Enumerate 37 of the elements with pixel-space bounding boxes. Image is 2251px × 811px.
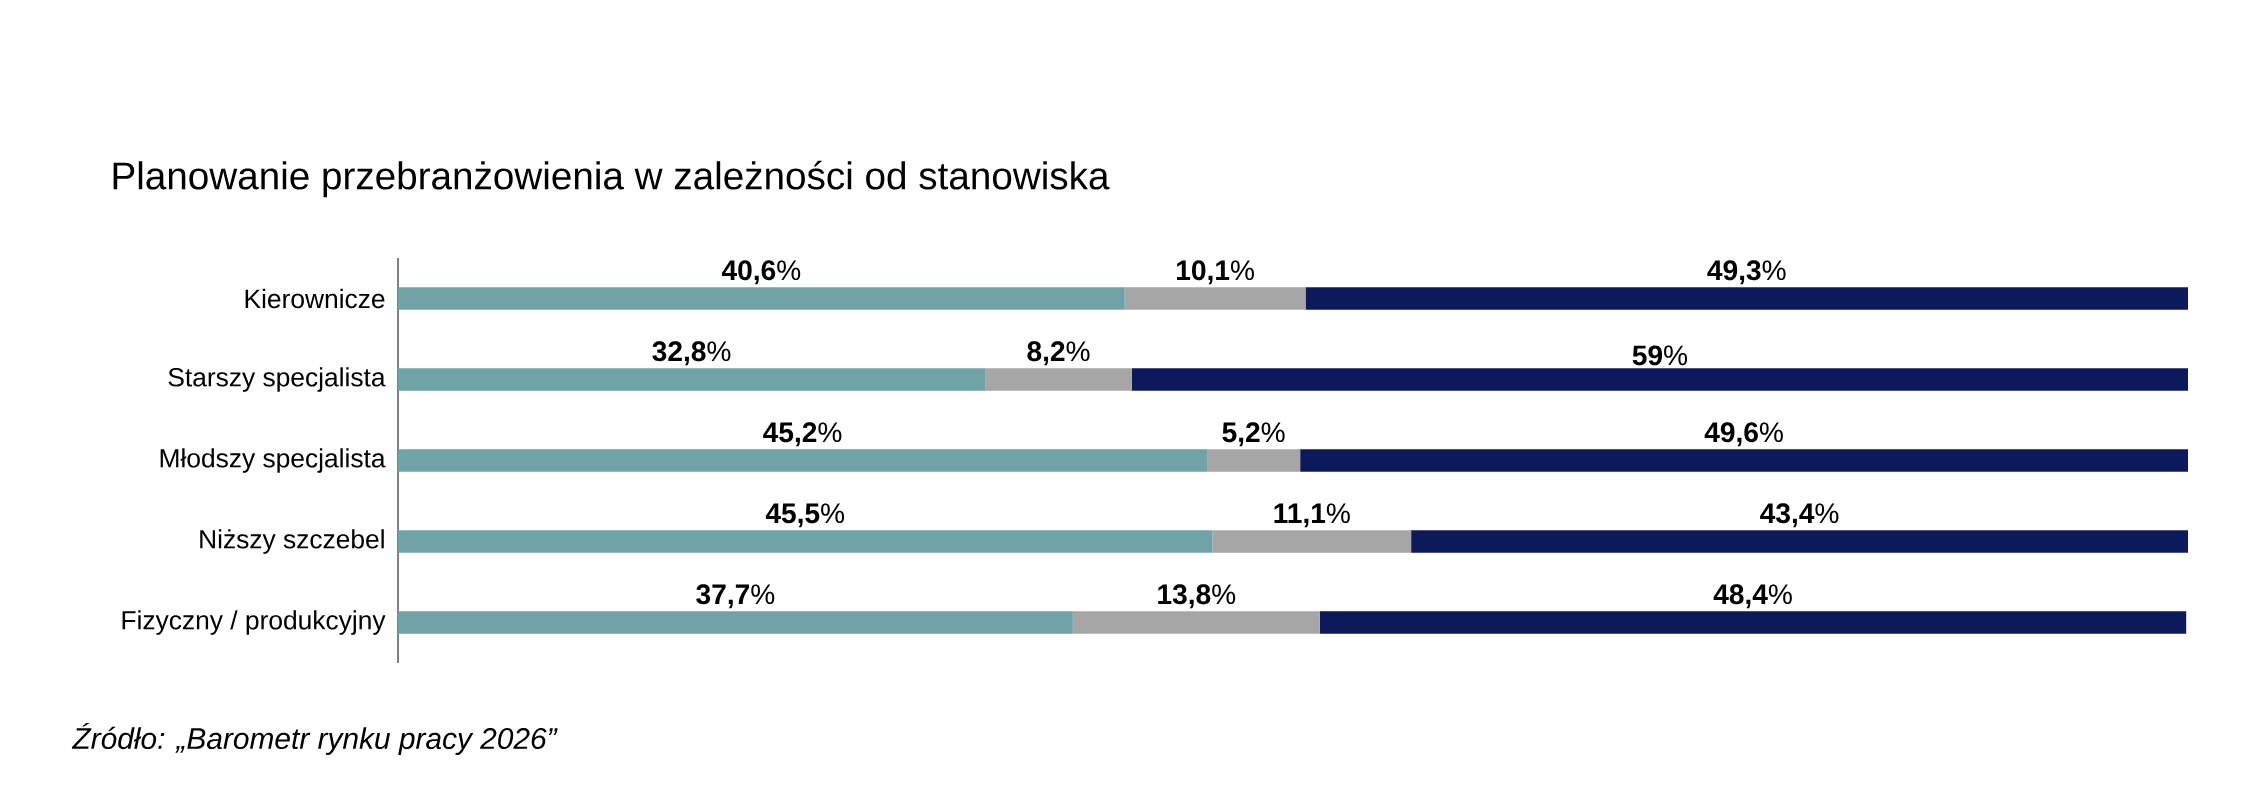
text: Źródło: „Barometr rynku pracy 2026” — [71, 722, 558, 756]
bar — [398, 287, 1125, 310]
bar — [1072, 611, 1320, 634]
data-label: 45,2% — [763, 422, 842, 447]
data-label: 48,4% — [1713, 584, 1792, 609]
y-tick-label: Fizyczny / produkcyjny — [122, 610, 386, 635]
chart-title: Planowanie przebranżowienia w zależności od stanowiska — [113, 160, 1110, 198]
data-label: 43,4% — [1760, 503, 1839, 528]
data-label: 45,5% — [765, 503, 845, 528]
data-label: 32,8% — [652, 341, 731, 366]
bar — [985, 368, 1132, 391]
data-label: 59% — [1632, 345, 1688, 366]
bar — [1212, 530, 1412, 553]
data-label: 37,7% — [696, 584, 775, 609]
data-label: 13,8% — [1158, 584, 1236, 609]
bar — [1319, 611, 2187, 634]
data-label: 11,1% — [1274, 503, 1350, 528]
bar — [398, 368, 986, 391]
y-tick-label: Młodszy specjalista — [160, 448, 386, 473]
y-tick-label: Niższy szczebel — [200, 529, 384, 554]
bar — [398, 611, 1073, 634]
bar — [1411, 530, 2188, 553]
bar — [1131, 368, 2188, 391]
y-tick-label: Kierownicze — [245, 288, 385, 309]
bar — [1305, 287, 2188, 310]
bar — [1124, 287, 1306, 310]
bar — [398, 449, 1208, 472]
data-label: 8,2% — [1027, 341, 1090, 366]
bar — [1300, 449, 2188, 472]
data-label: 49,6% — [1704, 422, 1783, 447]
data-label: 10,1% — [1177, 260, 1254, 285]
y-tick-label: Starszy specjalista — [168, 367, 386, 392]
bar — [398, 530, 1213, 553]
data-label: 49,3% — [1707, 260, 1786, 285]
bar — [1207, 449, 1301, 472]
data-label: 5,2% — [1222, 422, 1285, 447]
data-label: 40,6% — [721, 260, 801, 285]
